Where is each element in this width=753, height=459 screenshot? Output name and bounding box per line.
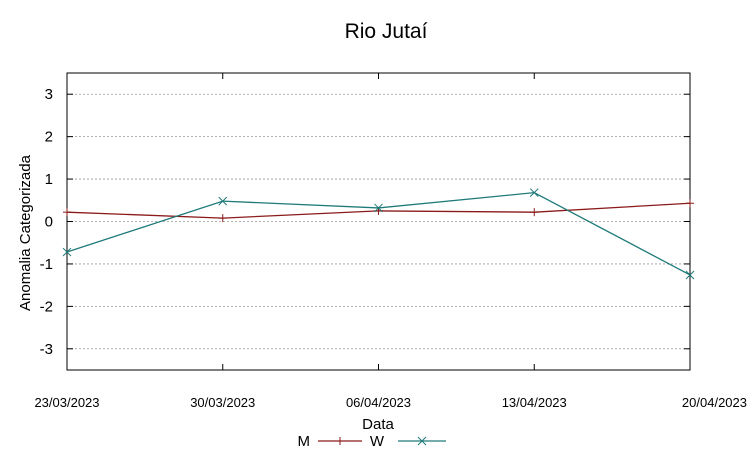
y-tick-label: 3 [45,86,53,103]
y-tick-label: -1 [40,256,53,273]
legend-marker [417,436,427,446]
data-point [374,203,383,213]
y-tick-label: 1 [45,171,53,188]
series-line [66,191,691,276]
data-point [218,196,228,206]
series-m [63,199,694,223]
data-point [685,270,695,280]
x-axis-ticks: 23/03/2023 30/03/2023 06/04/2023 13/04/2023… [34,73,747,410]
data-point [218,214,227,223]
y-axis-ticks: 3 2 1 0 -1 -2 -3 [40,86,690,358]
y-tick-label: 2 [45,129,53,146]
y-tick-label: 0 [45,214,53,231]
legend-marker [336,437,344,445]
chart-title: Rio Jutaí [345,20,428,43]
data-point [62,247,72,257]
x-tick-label: 20/04/2023 [682,395,747,410]
data-point [530,208,539,217]
y-axis-label: Anomalia Categorizada [17,154,34,311]
x-tick-label: 30/03/2023 [190,395,255,410]
x-tick-label: 13/04/2023 [502,395,567,410]
data-point [63,208,71,217]
y-tick-label: -2 [40,298,53,315]
y-tick-label: -3 [40,341,53,358]
x-tick-label: 23/03/2023 [34,395,99,410]
legend-label: M [298,433,311,450]
series-w [62,188,695,280]
data-point [686,199,694,208]
legend-label: W [370,433,385,450]
x-tick-label: 06/04/2023 [346,395,411,410]
data-point [529,188,539,198]
x-axis-label: Data [362,416,394,433]
series-group [62,188,695,280]
